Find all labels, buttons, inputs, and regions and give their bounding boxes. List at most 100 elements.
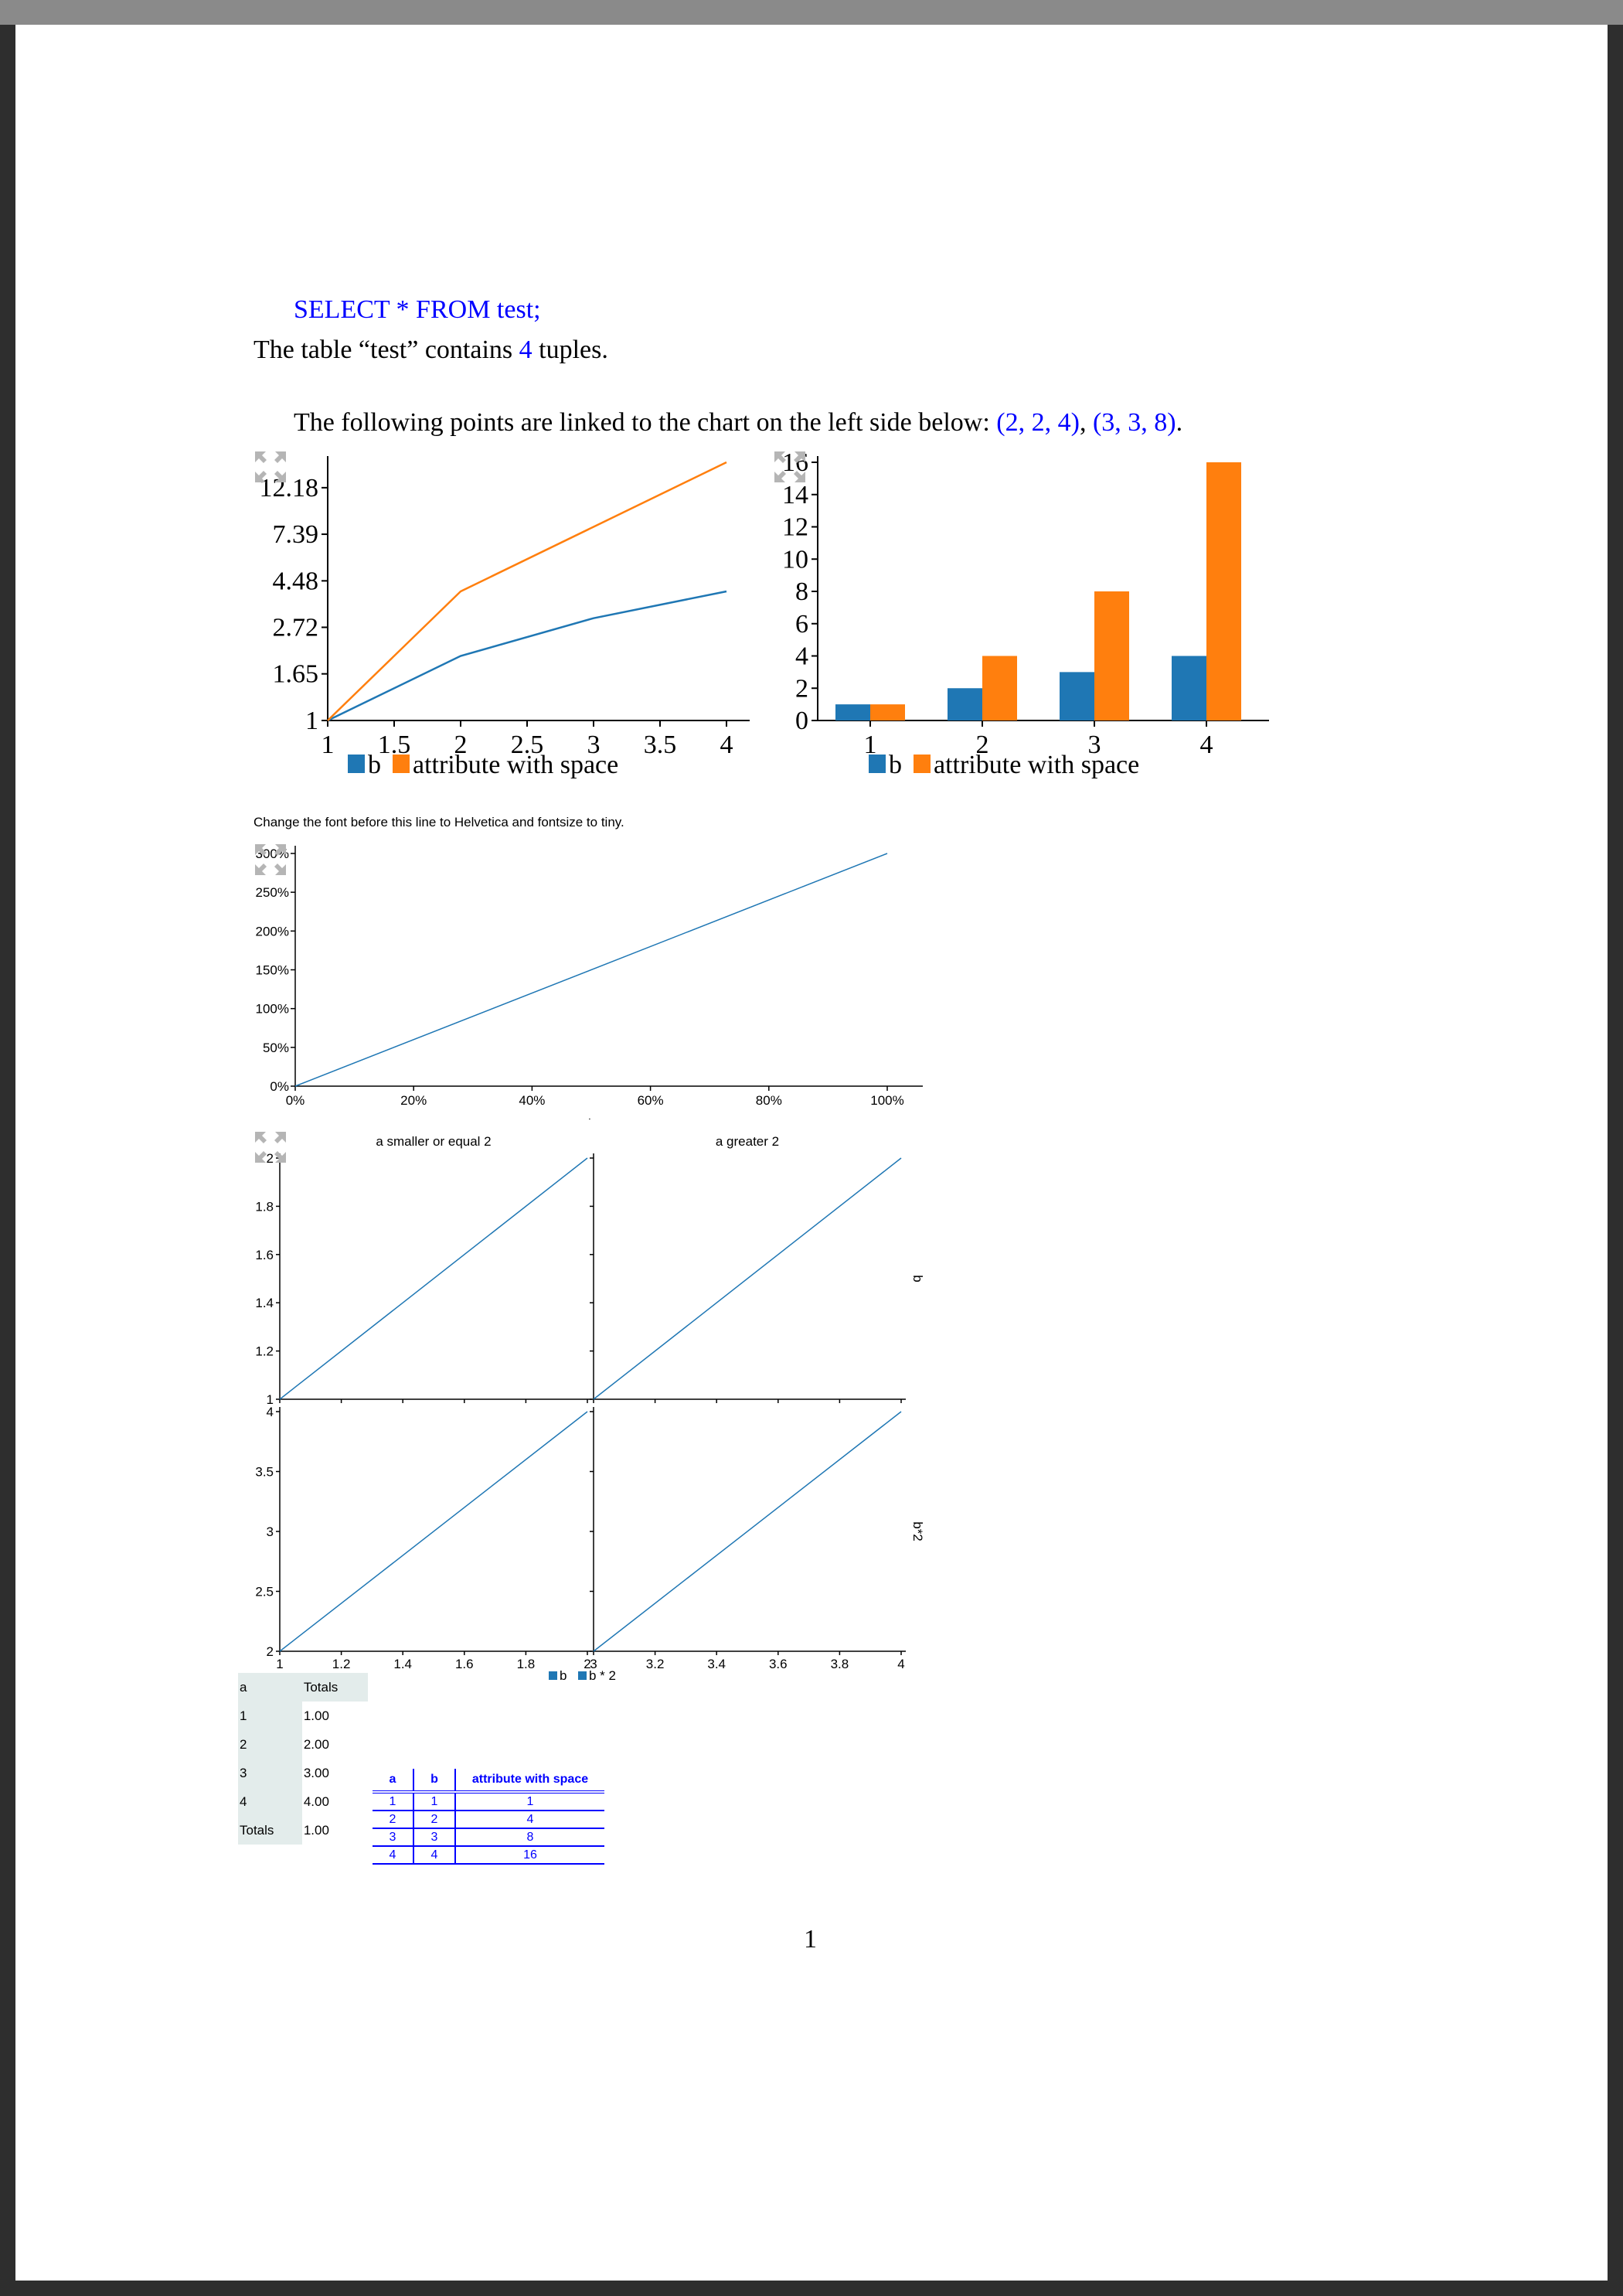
data-table-cell: 8 [455,1828,604,1847]
data-table-header-cell: a [373,1769,414,1794]
sentence2-end: . [1176,408,1183,437]
legend-label: attribute with space [934,751,1139,779]
linked-point-1[interactable]: (2, 2, 4) [996,408,1080,437]
data-table-header-cell: b [413,1769,456,1794]
data-table-header: a b attribute with space [373,1769,604,1794]
legend-label: b [889,751,902,779]
expand-icon[interactable] [773,450,807,484]
series-line-b [294,853,888,1087]
pivot-cell: 4 [238,1787,302,1816]
sentence-post: tuples. [532,336,608,364]
pivot-row: 4 4.00 [238,1787,368,1816]
x-tick-label: 3 [587,731,601,759]
legend-label: b * 2 [589,1668,616,1683]
tuple-count: 4 [519,336,532,364]
y-tick-label: 1.4 [255,1296,274,1310]
data-table-cell: 2 [373,1811,414,1829]
series-line-b [327,590,727,722]
legend-swatch [914,755,931,773]
y-tick-label: 12 [782,513,808,542]
series-line-attribute-with-space [327,461,727,721]
pivot-cell: 2.00 [303,1736,329,1752]
bar-attribute-with-space [1094,591,1129,720]
pivot-table: a Totals 1 1.00 2 2.00 3 3.00 4 4.00 Tot… [238,1673,368,1845]
y-tick-label: 2 [267,1644,274,1659]
data-table-row: 2 2 4 [373,1811,604,1829]
data-table-cell: 4 [373,1846,414,1865]
bar-attribute-with-space [870,704,905,720]
pivot-header-cell: a [238,1673,302,1702]
bar-b [835,704,870,720]
panel-line [593,1411,902,1652]
facet-line-chart: a smaller or equal 2 a greater 2 b b*2 1 1.2 1… [255,1134,925,1683]
x-tick-label: 1.6 [455,1657,474,1671]
y-tick-label: 4.48 [273,567,319,595]
pivot-row: 3 3.00 [238,1759,368,1787]
data-table-cell: 1 [373,1792,414,1811]
y-tick-label: 150% [256,963,289,978]
x-tick-label: 2 [584,1657,590,1671]
facet-column-title: a greater 2 [716,1134,779,1149]
bar-b [1060,672,1094,720]
pivot-row: 1 1.00 [238,1702,368,1730]
legend-swatch [869,755,886,773]
data-table-row: 1 1 1 [373,1792,604,1811]
data-table-cell: 4 [455,1811,604,1829]
bar-attribute-with-space [1206,462,1241,720]
x-tick-label: 3.2 [646,1657,665,1671]
y-tick-label: 1.6 [255,1248,274,1262]
expand-icon[interactable] [253,843,288,877]
y-tick-label: 2 [267,1151,274,1166]
expand-icon[interactable] [253,1130,288,1164]
tuple-count-sentence: The table “test” contains 4 tuples. [253,336,608,365]
pivot-header-cell: Totals [301,1673,368,1702]
x-tick-label: 1 [322,731,335,759]
panel-line [279,1157,588,1400]
x-tick-label: 20% [400,1093,427,1108]
legend-label: b [368,751,381,779]
x-tick-label: 4 [1200,731,1213,759]
data-table-cell: 3 [413,1828,456,1847]
pivot-header-row: a Totals [238,1673,368,1702]
expand-icon[interactable] [253,450,288,484]
y-tick-label: 1.8 [255,1199,274,1214]
y-tick-label: 4 [795,642,808,671]
linked-point-2[interactable]: (3, 3, 8) [1092,408,1176,437]
data-table-cell: 2 [413,1811,456,1829]
y-tick-label: 1.65 [273,660,319,689]
data-table-cell: 1 [455,1792,604,1811]
legend-swatch [578,1671,587,1680]
y-tick-label: 0% [270,1079,289,1094]
y-tick-label: 1.2 [255,1344,274,1359]
pdf-page [15,25,1608,2281]
data-table-cell: 16 [455,1846,604,1865]
sql-query: SELECT * FROM test; [294,295,541,324]
data-table-cell: 3 [373,1828,414,1847]
sentence-pre: The table “test” contains [253,336,519,364]
x-tick-label: 80% [756,1093,782,1108]
y-tick-label: 50% [263,1041,289,1055]
linked-points-sentence: The following points are linked to the c… [294,408,1182,438]
percent-line-chart: 0%50%100%150%200%250%300%0% 20% 40% 60% 80% 1… [256,846,923,1119]
legend-label: attribute with space [413,751,618,779]
x-tick-label: 2 [454,731,468,759]
x-tick-label: 1.5 [378,731,411,759]
bar-attribute-with-space [982,656,1017,720]
y-tick-label: 100% [256,1002,289,1017]
x-tick-label: 2.5 [511,731,544,759]
x-tick-label: 3.4 [707,1657,726,1671]
data-table: a b attribute with space 1 1 1 2 2 4 3 3… [373,1769,604,1865]
y-tick-label: 2 [795,674,808,703]
legend-swatch [549,1671,557,1680]
data-table-cell: 4 [413,1846,456,1865]
y-tick-label: 4 [267,1405,274,1419]
data-table-row: 4 4 16 [373,1846,604,1865]
x-tick-label: 60% [638,1093,664,1108]
y-tick-label: 1 [267,1392,274,1407]
x-tick-label: 40% [519,1093,545,1108]
y-tick-label: 3.5 [255,1465,274,1480]
pivot-cell: 2 [238,1730,302,1759]
pivot-row: Totals 1.00 [238,1816,368,1845]
pivot-cell: 3.00 [303,1765,329,1780]
